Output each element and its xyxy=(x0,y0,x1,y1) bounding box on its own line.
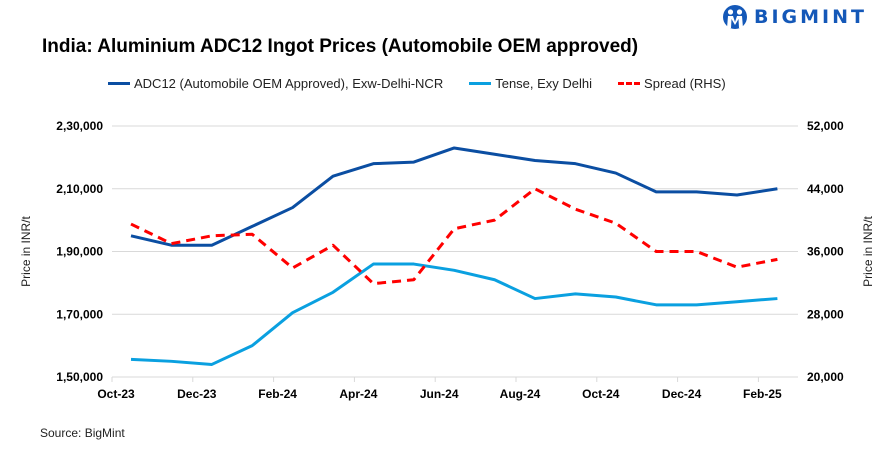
legend-swatch xyxy=(618,82,641,85)
y2-tick-label: 44,000 xyxy=(807,182,844,196)
y2-tick-label: 20,000 xyxy=(807,370,844,384)
series-line-0 xyxy=(130,146,778,247)
y2-axis-label: Price in INR/t xyxy=(861,215,875,286)
bigmint-logo-icon xyxy=(723,5,747,29)
y-tick-label: 2,10,000 xyxy=(56,182,103,196)
x-tick-label: Oct-23 xyxy=(97,387,135,401)
y-axis-label: Price in INR/t xyxy=(19,215,33,286)
legend-swatch xyxy=(108,82,130,85)
x-tick-label: Dec-23 xyxy=(177,387,217,401)
source-note: Source: BigMint xyxy=(40,426,125,440)
y2-tick-label: 28,000 xyxy=(807,307,844,321)
legend-item-spread: Spread (RHS) xyxy=(618,76,726,91)
chart-title: India: Aluminium ADC12 Ingot Prices (Aut… xyxy=(42,36,639,57)
x-tick-label: Oct-24 xyxy=(582,387,620,401)
series-line-1 xyxy=(130,262,778,366)
x-tick-label: Dec-24 xyxy=(662,387,702,401)
logo-text: BIGMINT xyxy=(754,6,867,28)
legend-item-adc12: ADC12 (Automobile OEM Approved), Exw-Del… xyxy=(108,76,443,91)
y2-tick-label: 52,000 xyxy=(807,119,844,133)
legend-swatch xyxy=(469,82,492,85)
x-tick-label: Feb-25 xyxy=(743,387,782,401)
legend-label: Tense, Exy Delhi xyxy=(495,76,593,91)
legend-label: Spread (RHS) xyxy=(644,76,726,91)
x-tick-label: Apr-24 xyxy=(339,387,377,401)
x-tick-label: Jun-24 xyxy=(420,387,459,401)
series-line-2 xyxy=(130,187,778,286)
y-tick-label: 1,90,000 xyxy=(56,245,103,259)
y2-tick-label: 36,000 xyxy=(807,245,844,259)
y-tick-label: 1,70,000 xyxy=(56,307,103,321)
x-tick-label: Feb-24 xyxy=(258,387,297,401)
legend: ADC12 (Automobile OEM Approved), Exw-Del… xyxy=(108,76,752,91)
bigmint-logo: BIGMINT xyxy=(722,4,867,30)
y-tick-label: 2,30,000 xyxy=(56,119,103,133)
legend-label: ADC12 (Automobile OEM Approved), Exw-Del… xyxy=(134,76,444,91)
x-tick-label: Aug-24 xyxy=(500,387,541,401)
legend-item-tense: Tense, Exy Delhi xyxy=(469,76,592,91)
y-tick-label: 1,50,000 xyxy=(56,370,103,384)
